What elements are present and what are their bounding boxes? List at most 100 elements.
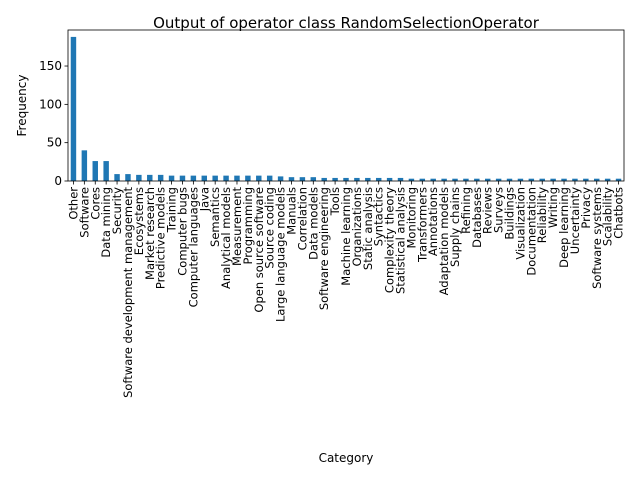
x-tick-label-10: Computer bugs — [175, 187, 189, 276]
bar-9 — [168, 175, 175, 181]
bar-29 — [386, 177, 393, 181]
x-tick-label-22: Data models — [306, 187, 320, 260]
y-tick-label-3: 150 — [39, 59, 62, 73]
bar-25 — [343, 177, 349, 181]
chart-title: Output of operator class RandomSelection… — [153, 14, 540, 32]
bar-6 — [136, 174, 142, 181]
bars-group — [70, 36, 622, 182]
x-tick-label-23: Software engineering — [317, 187, 331, 310]
x-tick-label-30: Statistical analysis — [394, 187, 408, 294]
bar-36 — [463, 178, 469, 181]
x-tick-label-17: Open source software — [252, 187, 266, 313]
x-tick-label-26: Organizations — [350, 187, 364, 267]
x-tick-label-6: Ecosystems — [132, 187, 146, 255]
x-tick-label-50: Chatbots — [612, 187, 626, 239]
bar-15 — [234, 175, 240, 181]
bar-7 — [147, 174, 153, 181]
bar-47 — [583, 178, 589, 181]
x-tick-label-11: Computer languages — [186, 187, 200, 307]
bar-30 — [397, 177, 404, 181]
bar-33 — [430, 178, 436, 181]
bar-10 — [179, 175, 186, 181]
x-tick-label-28: Syntactics — [372, 187, 386, 246]
y-tick-label-1: 50 — [47, 136, 62, 150]
bar-14 — [223, 175, 229, 181]
x-tick-label-25: Machine learning — [339, 187, 353, 286]
x-tick-label-44: Writing — [546, 187, 560, 228]
bar-20 — [288, 177, 295, 181]
bar-32 — [419, 178, 426, 181]
x-tick-label-38: Reviews — [481, 187, 495, 234]
bar-31 — [408, 178, 415, 181]
bar-22 — [310, 177, 317, 181]
bar-34 — [441, 178, 447, 181]
x-tick-label-15: Measurement — [230, 187, 244, 266]
x-tick-label-33: Annotations — [426, 187, 440, 256]
x-tick-label-47: Privacy — [579, 187, 593, 229]
bar-12 — [201, 175, 207, 181]
x-tick-label-2: Cores — [88, 187, 102, 220]
x-tick-label-24: Tools — [328, 187, 342, 216]
bar-37 — [474, 178, 480, 181]
x-tick-label-36: Refining — [459, 187, 473, 234]
x-tick-label-1: Software — [77, 187, 91, 238]
x-tick-label-14: Analytical models — [219, 187, 233, 289]
bar-28 — [375, 177, 382, 181]
bar-18 — [266, 175, 273, 181]
bar-23 — [321, 177, 327, 181]
bar-35 — [452, 178, 458, 181]
bar-4 — [114, 174, 120, 181]
bar-40 — [506, 178, 513, 181]
bar-39 — [495, 178, 502, 181]
y-tick-label-0: 0 — [54, 174, 62, 188]
bar-42 — [528, 178, 535, 181]
x-tick-label-45: Deep learning — [557, 187, 571, 268]
x-tick-label-34: Adaptation models — [437, 187, 451, 295]
x-tick-label-19: Large language models — [274, 187, 288, 322]
x-tick-label-35: Supply chains — [448, 187, 462, 267]
x-axis-label: Category — [319, 451, 374, 465]
x-tick-label-46: Uncertainty — [568, 187, 582, 254]
plot-frame — [67, 29, 625, 182]
x-tick-label-13: Semantics — [208, 187, 222, 247]
x-tick-label-20: Manuals — [284, 187, 298, 235]
bar-46 — [572, 178, 578, 181]
x-tick-label-48: Software systems — [590, 187, 604, 289]
bar-43 — [539, 178, 545, 181]
x-tick-label-12: Java — [197, 187, 211, 212]
x-tick-label-40: Buildings — [503, 187, 517, 240]
x-tick-label-42: Documentation — [524, 187, 538, 276]
bar-17 — [256, 175, 262, 181]
bar-41 — [517, 178, 524, 181]
bar-8 — [157, 174, 164, 181]
x-tick-label-8: Predictive models — [154, 187, 168, 289]
bar-5 — [125, 174, 131, 181]
y-tick-label-2: 100 — [39, 97, 62, 111]
x-tick-label-21: Correlation — [295, 187, 309, 250]
x-tick-label-5: Software development management — [121, 187, 135, 398]
bar-50 — [615, 178, 622, 181]
bar-45 — [561, 178, 567, 181]
bar-21 — [299, 177, 306, 181]
bar-48 — [594, 178, 600, 181]
x-tick-label-29: Complexity theory — [383, 187, 397, 293]
x-tick-label-37: Databases — [470, 187, 484, 248]
x-tick-label-41: Visualization — [513, 187, 527, 260]
y-axis: 0 50 100 150 — [39, 59, 68, 188]
x-tick-label-49: Scalability — [601, 187, 615, 246]
x-tick-label-9: Training — [165, 187, 179, 233]
bar-2 — [92, 161, 98, 181]
bar-26 — [354, 177, 360, 181]
x-tick-label-0: Other — [66, 187, 80, 220]
y-axis-label: Frequency — [15, 75, 29, 137]
bar-16 — [245, 175, 251, 181]
x-tick-label-16: Programming — [241, 187, 255, 265]
x-tick-label-31: Monitoring — [404, 187, 418, 249]
bar-19 — [277, 176, 284, 181]
bar-24 — [332, 177, 338, 181]
bar-27 — [365, 177, 371, 181]
x-tick-label-7: Market research — [143, 187, 157, 280]
x-tick-label-4: Security — [110, 187, 124, 234]
